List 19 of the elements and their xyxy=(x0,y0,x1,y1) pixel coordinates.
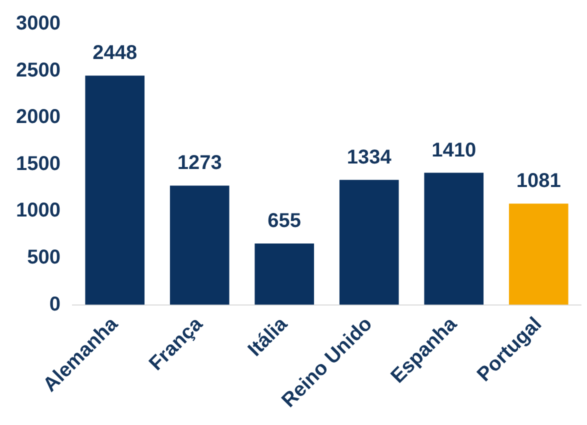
bar xyxy=(508,204,568,305)
data-label: 1273 xyxy=(177,152,222,174)
y-tick-label: 0 xyxy=(49,293,60,316)
data-label: 655 xyxy=(268,210,302,232)
bar xyxy=(254,243,314,305)
y-tick-label: 500 xyxy=(27,246,60,268)
bar xyxy=(424,172,484,305)
bar xyxy=(85,76,145,305)
y-tick-label: 1500 xyxy=(16,152,60,175)
data-label: 1334 xyxy=(346,146,392,168)
data-label: 1081 xyxy=(516,170,561,192)
y-tick-label: 1000 xyxy=(16,200,60,222)
y-tick-label: 3000 xyxy=(16,12,60,35)
data-label: 2448 xyxy=(92,42,138,64)
y-tick-label: 2000 xyxy=(16,106,60,128)
data-label: 1410 xyxy=(432,139,476,162)
bar xyxy=(339,180,399,305)
bar xyxy=(170,186,230,305)
y-tick-label: 2500 xyxy=(16,59,60,82)
